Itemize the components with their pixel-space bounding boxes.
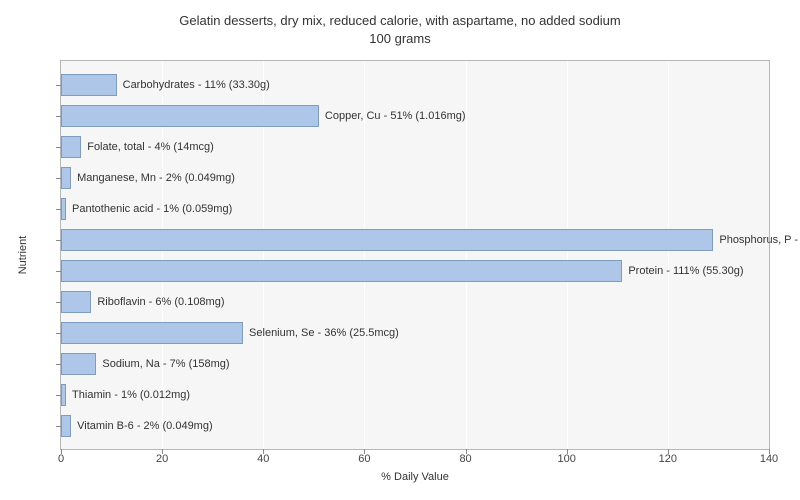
chart-title: Gelatin desserts, dry mix, reduced calor… <box>0 0 800 47</box>
y-tick-mark <box>56 209 61 210</box>
y-axis-label: Nutrient <box>17 236 29 275</box>
chart-title-line2: 100 grams <box>369 31 430 46</box>
bar-label: Manganese, Mn - 2% (0.049mg) <box>77 172 235 184</box>
x-tick-label: 80 <box>459 453 471 465</box>
y-tick-mark <box>56 271 61 272</box>
y-tick-mark <box>56 302 61 303</box>
bar <box>61 167 71 189</box>
bar <box>61 291 91 313</box>
y-tick-mark <box>56 178 61 179</box>
bar-label: Phosphorus, P - 129% (1293mg) <box>719 234 800 246</box>
x-tick-label: 20 <box>156 453 168 465</box>
grid-line <box>466 61 467 449</box>
x-tick-label: 40 <box>257 453 269 465</box>
bar <box>61 229 713 251</box>
y-tick-mark <box>56 426 61 427</box>
y-tick-mark <box>56 116 61 117</box>
x-tick-label: 140 <box>760 453 778 465</box>
y-tick-mark <box>56 85 61 86</box>
bar <box>61 74 117 96</box>
bar <box>61 198 66 220</box>
bar <box>61 322 243 344</box>
bar-label: Protein - 111% (55.30g) <box>628 265 743 277</box>
bar-label: Folate, total - 4% (14mcg) <box>87 141 214 153</box>
x-axis-label: % Daily Value <box>381 471 449 483</box>
y-tick-mark <box>56 395 61 396</box>
bar <box>61 384 66 406</box>
y-tick-mark <box>56 147 61 148</box>
bar-label: Thiamin - 1% (0.012mg) <box>72 389 190 401</box>
bar-label: Vitamin B-6 - 2% (0.049mg) <box>77 420 213 432</box>
y-tick-mark <box>56 333 61 334</box>
bar <box>61 415 71 437</box>
y-tick-mark <box>56 364 61 365</box>
bar-label: Carbohydrates - 11% (33.30g) <box>123 79 270 91</box>
bar-label: Pantothenic acid - 1% (0.059mg) <box>72 203 232 215</box>
chart-title-line1: Gelatin desserts, dry mix, reduced calor… <box>179 13 621 28</box>
x-tick-label: 100 <box>558 453 576 465</box>
x-tick-label: 120 <box>659 453 677 465</box>
bar <box>61 136 81 158</box>
grid-line <box>567 61 568 449</box>
x-tick-label: 0 <box>58 453 64 465</box>
x-tick-label: 60 <box>358 453 370 465</box>
bar <box>61 260 622 282</box>
bar-label: Riboflavin - 6% (0.108mg) <box>97 296 224 308</box>
plot-area: Nutrient % Daily Value 02040608010012014… <box>60 60 770 450</box>
bar-label: Copper, Cu - 51% (1.016mg) <box>325 110 466 122</box>
bar-label: Sodium, Na - 7% (158mg) <box>102 358 229 370</box>
y-tick-mark <box>56 240 61 241</box>
bar <box>61 353 96 375</box>
bar <box>61 105 319 127</box>
bar-label: Selenium, Se - 36% (25.5mcg) <box>249 327 399 339</box>
nutrient-chart: Gelatin desserts, dry mix, reduced calor… <box>0 0 800 500</box>
grid-line <box>668 61 669 449</box>
